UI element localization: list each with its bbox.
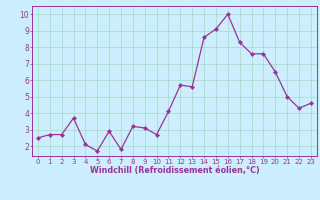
X-axis label: Windchill (Refroidissement éolien,°C): Windchill (Refroidissement éolien,°C) [90,166,259,175]
